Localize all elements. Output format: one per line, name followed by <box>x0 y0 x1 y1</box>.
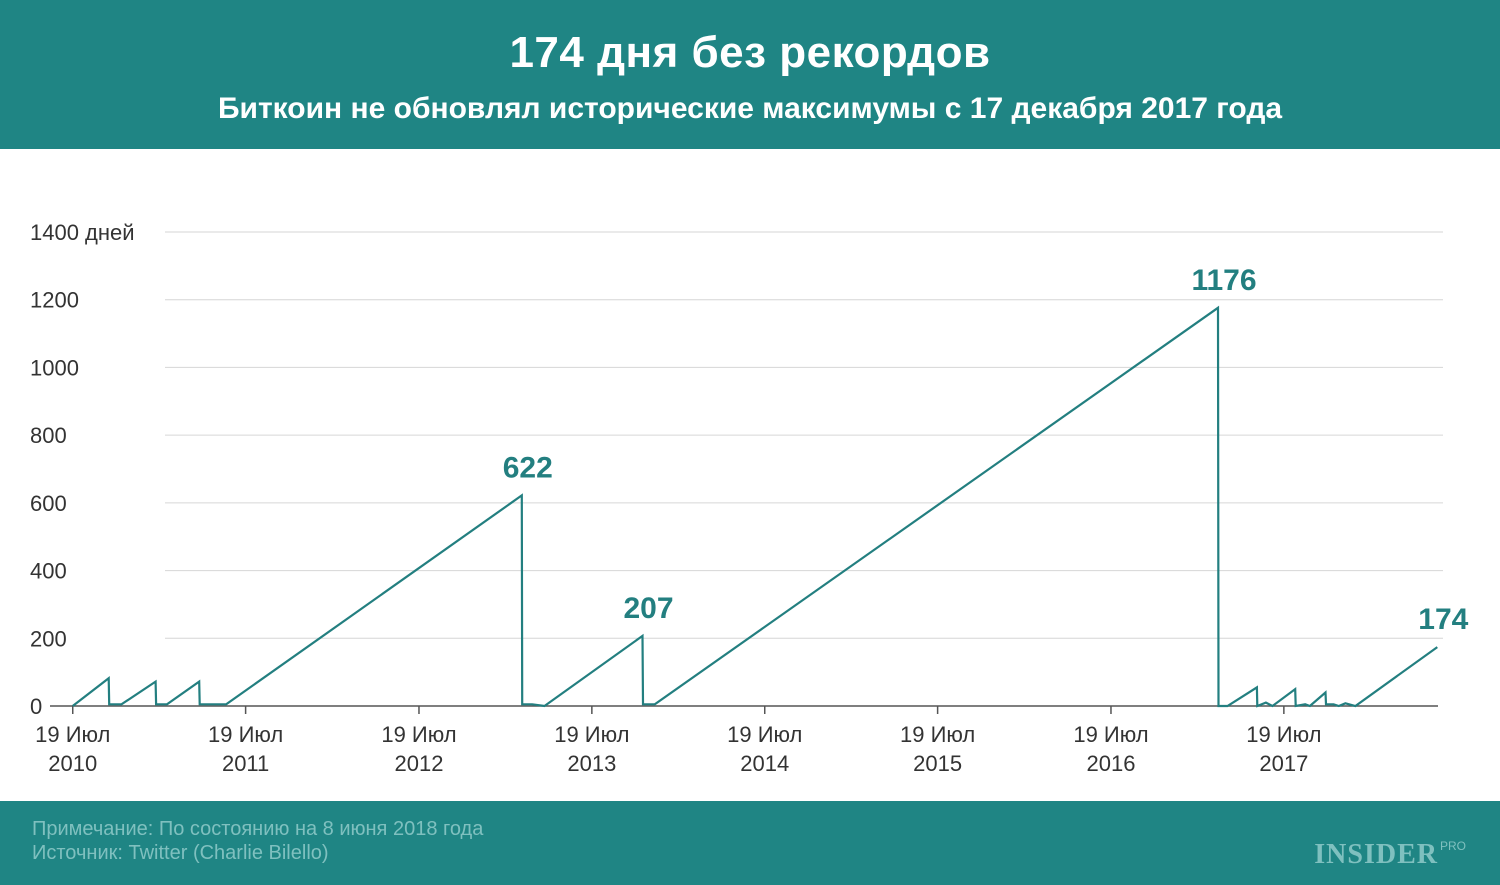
days-without-record-line <box>72 305 1438 708</box>
chart-area: 0 200 400 600 800 1000 1200 1400 дней 19 Июл 2010… <box>0 149 1500 801</box>
x-tick-label-year: 2011 <box>222 751 269 776</box>
chart-title: 174 дня без рекордов <box>509 28 991 77</box>
footer: Примечание: По состоянию на 8 июня 2018 … <box>0 801 1500 885</box>
x-tick-label-date: 19 Июл <box>1073 722 1148 747</box>
header: 174 дня без рекордов Биткоин не обновлял… <box>0 0 1500 149</box>
peak-label: 174 <box>1418 603 1468 636</box>
x-tick-label-date: 19 Июл <box>727 722 802 747</box>
y-tick-label: 1200 <box>30 288 79 313</box>
y-tick-label: 200 <box>30 626 67 651</box>
x-tick-label-year: 2010 <box>48 751 97 776</box>
footer-note: Примечание: По состоянию на 8 июня 2018 … <box>32 818 484 840</box>
x-tick-label-date: 19 Июл <box>554 722 629 747</box>
x-tick-label-year: 2013 <box>567 751 616 776</box>
y-tick-label: 1000 <box>30 355 79 380</box>
x-tick-label-date: 19 Июл <box>208 722 283 747</box>
x-tick-label-year: 2012 <box>394 751 443 776</box>
y-tick-label: 800 <box>30 423 67 448</box>
y-tick-label: 1400 дней <box>30 220 135 245</box>
x-tick-label-year: 2015 <box>913 751 962 776</box>
x-tick-label-date: 19 Июл <box>1246 722 1321 747</box>
footer-source: Источник: Twitter (Charlie Bilello) <box>32 842 329 864</box>
logo-pro: PRO <box>1439 839 1466 853</box>
logo-main: INSIDER <box>1314 839 1438 870</box>
x-tick-label-year: 2016 <box>1086 751 1135 776</box>
peak-label: 622 <box>503 451 553 484</box>
insider-pro-logo: INSIDER PRO <box>1314 839 1466 871</box>
y-tick-label: 600 <box>30 491 67 516</box>
chart-subtitle: Биткоин не обновлял исторические максиму… <box>217 92 1283 125</box>
peak-label: 207 <box>624 592 674 625</box>
peak-label: 1176 <box>1191 264 1256 297</box>
x-tick-label-date: 19 Июл <box>35 722 110 747</box>
y-tick-label: 400 <box>30 559 67 584</box>
x-tick-label-year: 2017 <box>1259 751 1308 776</box>
line-chart: 0 200 400 600 800 1000 1200 1400 дней 19 Июл 2010… <box>30 220 1469 776</box>
x-tick-label-year: 2014 <box>740 751 789 776</box>
y-tick-label: 0 <box>30 694 42 719</box>
x-tick-label-date: 19 Июл <box>381 722 456 747</box>
x-tick-label-date: 19 Июл <box>900 722 975 747</box>
